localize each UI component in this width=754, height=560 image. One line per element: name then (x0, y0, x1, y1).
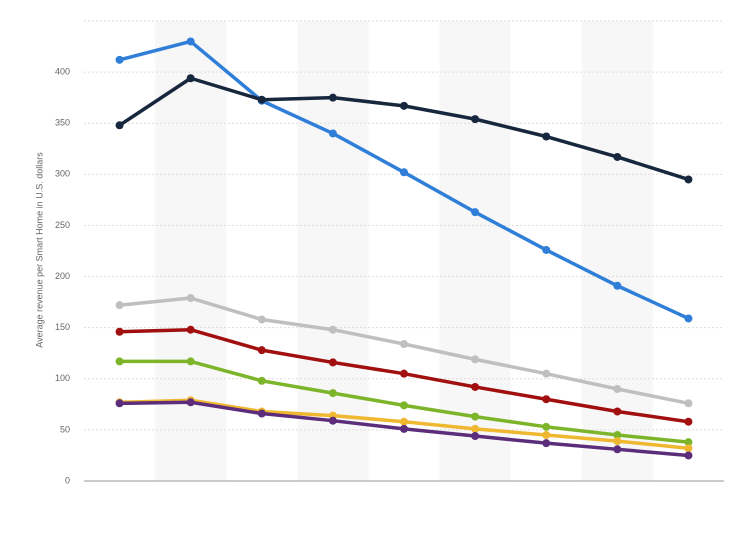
y-tick-label: 400 (55, 66, 70, 76)
data-point (684, 417, 693, 426)
data-point (186, 398, 195, 407)
data-point (115, 327, 124, 336)
bands (155, 21, 653, 481)
data-point (328, 93, 337, 102)
data-point (186, 74, 195, 83)
data-point (542, 439, 551, 448)
data-point (115, 357, 124, 366)
data-point (542, 132, 551, 141)
data-point (328, 389, 337, 398)
data-point (684, 314, 693, 323)
data-point (613, 152, 622, 161)
data-point (471, 424, 480, 433)
data-point (400, 401, 408, 410)
y-tick-label: 150 (55, 322, 70, 332)
column-band (581, 21, 653, 481)
data-point (684, 451, 693, 460)
y-tick-label: 200 (55, 271, 70, 281)
data-point (115, 55, 124, 64)
data-point (328, 129, 337, 138)
column-band (439, 21, 511, 481)
data-point (257, 95, 266, 104)
data-point (328, 358, 337, 367)
data-point (542, 369, 551, 378)
data-point (186, 325, 195, 334)
data-point (684, 444, 693, 453)
data-point (186, 357, 195, 366)
y-tick-label: 100 (55, 373, 70, 383)
data-point (613, 431, 622, 439)
data-point (471, 115, 480, 124)
data-point (186, 294, 195, 303)
data-point (186, 37, 195, 46)
y-axis-label: Average revenue per Smart Home in U.S. d… (34, 152, 44, 348)
data-point (257, 376, 266, 385)
data-point (684, 438, 693, 447)
data-point (542, 395, 551, 404)
y-tick-label: 300 (55, 169, 70, 179)
data-point (400, 424, 408, 433)
data-point (400, 417, 408, 426)
data-point (328, 416, 337, 425)
data-point (684, 399, 693, 408)
data-point (471, 355, 480, 364)
data-point (471, 432, 480, 441)
data-point (542, 431, 551, 439)
data-point (613, 385, 622, 393)
data-point (471, 382, 480, 391)
data-point (257, 346, 266, 355)
data-point (400, 340, 408, 349)
y-tick-label: 350 (55, 118, 70, 128)
y-tick-label: 0 (65, 475, 70, 485)
data-point (542, 422, 551, 431)
data-point (257, 315, 266, 324)
data-point (115, 399, 124, 408)
data-point (400, 369, 408, 378)
data-point (613, 281, 622, 290)
data-point (328, 325, 337, 334)
data-point (613, 407, 622, 416)
data-point (471, 412, 480, 421)
data-point (400, 168, 408, 177)
data-point (542, 245, 551, 254)
data-point (115, 301, 124, 310)
data-point (400, 101, 408, 110)
data-point (684, 175, 693, 184)
data-point (613, 445, 622, 454)
data-point (471, 208, 480, 217)
column-band (155, 21, 227, 481)
data-point (257, 409, 266, 418)
y-tick-label: 250 (55, 220, 70, 230)
data-point (115, 121, 124, 130)
data-point (613, 437, 622, 446)
y-tick-label: 50 (60, 424, 70, 434)
